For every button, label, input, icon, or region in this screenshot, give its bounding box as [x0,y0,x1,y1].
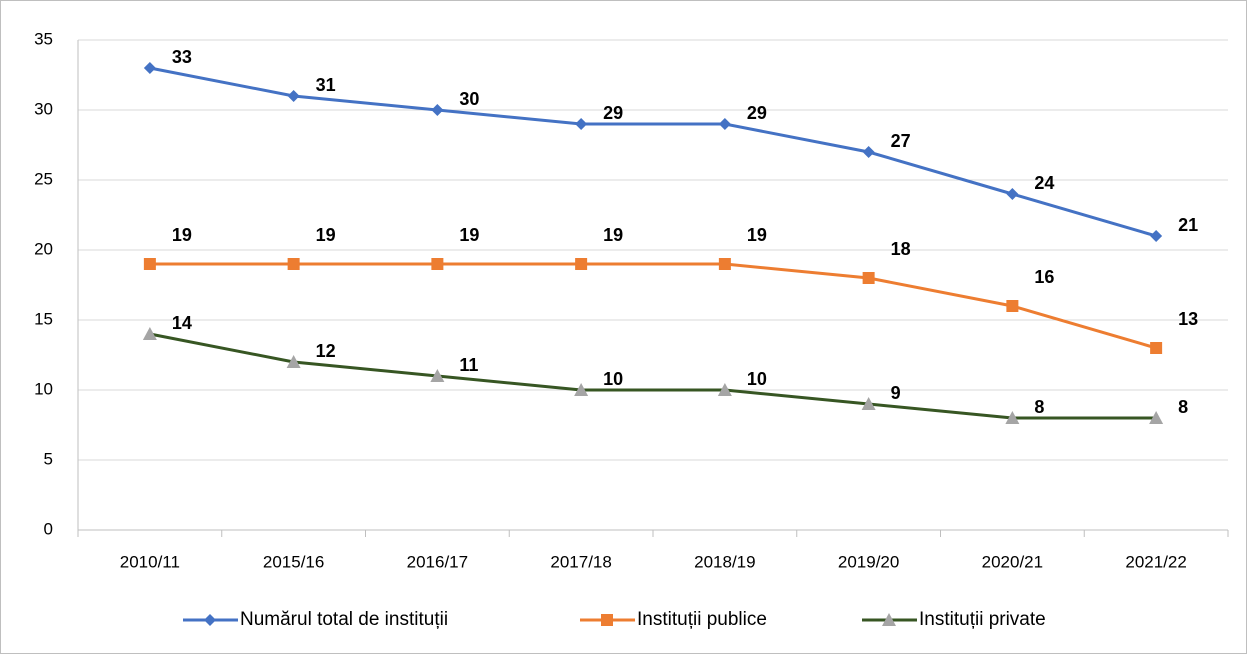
data-label: 19 [316,225,336,245]
y-tick-label: 35 [34,29,53,48]
marker [718,258,731,270]
data-label: 14 [172,313,192,333]
y-tick-label: 15 [34,309,53,328]
x-tick-label: 2018/19 [694,552,755,571]
data-label: 9 [891,383,901,403]
y-tick-label: 30 [34,99,53,118]
y-tick-label: 10 [34,379,53,398]
marker [862,146,875,158]
data-label: 29 [747,103,767,123]
marker [1150,342,1163,354]
data-label: 19 [459,225,479,245]
x-tick-label: 2016/17 [407,552,468,571]
marker [287,258,300,270]
data-label: 8 [1034,397,1044,417]
marker [430,369,445,382]
marker [717,383,732,396]
data-label: 24 [1034,173,1054,193]
legend-label: Instituții publice [637,609,767,630]
x-tick-label: 2019/20 [838,552,899,571]
data-label: 33 [172,47,192,67]
marker [431,258,444,270]
data-label: 30 [459,89,479,109]
data-label: 10 [603,369,623,389]
marker [286,355,301,368]
data-label: 31 [316,75,336,95]
legend-label: Instituții private [919,609,1046,630]
data-label: 21 [1178,215,1198,235]
x-tick-label: 2017/18 [550,552,611,571]
marker [204,614,216,626]
marker [861,397,876,410]
marker [431,104,444,116]
marker [862,272,875,284]
y-tick-label: 5 [44,449,53,468]
data-label: 11 [459,355,478,375]
data-label: 19 [747,225,767,245]
series-line [149,66,1157,238]
y-tick-label: 0 [44,519,53,538]
x-tick-label: 2020/21 [982,552,1043,571]
y-tick-label: 20 [34,239,53,258]
data-label: 12 [316,341,336,361]
marker [601,614,613,626]
y-tick-label: 25 [34,169,53,188]
marker [143,62,156,74]
data-label: 27 [891,131,911,151]
marker [287,90,300,102]
x-tick-label: 2021/22 [1125,552,1186,571]
data-label: 18 [891,239,911,259]
data-label: 13 [1178,309,1198,329]
data-label: 29 [603,103,623,123]
marker [574,383,589,396]
marker [1005,411,1020,424]
marker [1006,300,1019,312]
x-tick-label: 2015/16 [263,552,324,571]
marker [143,258,156,270]
marker [575,258,588,270]
marker [142,327,157,340]
marker [718,118,731,130]
marker [1006,188,1019,200]
data-label: 19 [172,225,192,245]
series-line [149,262,1157,350]
data-label: 19 [603,225,623,245]
marker [575,118,588,130]
legend-label: Numărul total de instituții [240,609,448,630]
marker [1150,230,1163,242]
data-label: 10 [747,369,767,389]
marker [882,613,896,626]
x-tick-label: 2010/11 [120,552,180,571]
marker [1149,411,1164,424]
data-label: 8 [1178,397,1188,417]
data-label: 16 [1034,267,1054,287]
series-line [149,332,1157,420]
